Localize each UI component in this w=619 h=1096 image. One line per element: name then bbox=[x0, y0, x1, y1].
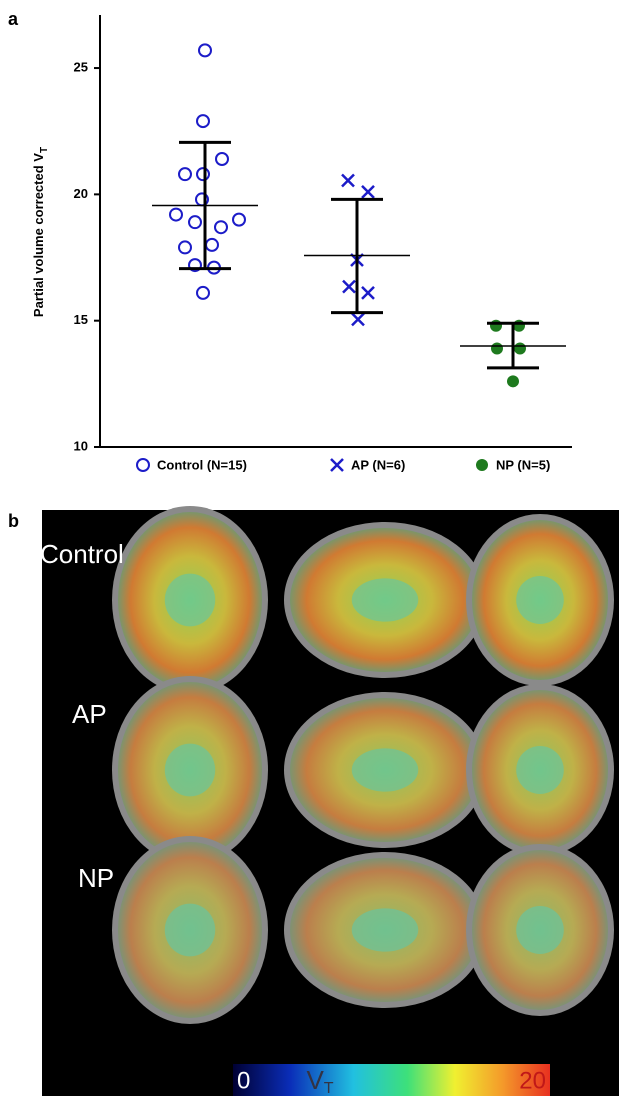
y-axis-label: Partial volume corrected VT bbox=[31, 147, 49, 317]
y-axis-label-text: Partial volume corrected V bbox=[31, 153, 46, 317]
colorbar-tick-label: 0 bbox=[237, 1067, 250, 1094]
row-label: AP bbox=[72, 699, 107, 729]
data-point bbox=[362, 186, 374, 198]
data-point bbox=[215, 221, 227, 233]
brain-core bbox=[516, 576, 564, 624]
y-tick-label: 15 bbox=[74, 312, 88, 327]
brain-core bbox=[165, 744, 215, 797]
data-point bbox=[491, 342, 503, 354]
data-point bbox=[197, 287, 209, 299]
brain-core bbox=[165, 904, 215, 957]
data-point bbox=[352, 313, 364, 325]
data-point bbox=[197, 115, 209, 127]
brain-core bbox=[516, 746, 564, 794]
brain-core bbox=[516, 906, 564, 954]
row-label: Control bbox=[40, 539, 124, 569]
data-point bbox=[490, 320, 502, 332]
legend-label: AP (N=6) bbox=[351, 457, 405, 472]
panel-label: b bbox=[8, 511, 19, 531]
panel-label: a bbox=[8, 9, 19, 29]
colorbar-label-sub: T bbox=[324, 1080, 334, 1096]
data-point bbox=[513, 320, 525, 332]
brain-core bbox=[352, 748, 419, 791]
data-point bbox=[197, 168, 209, 180]
data-point bbox=[170, 209, 182, 221]
brain-core bbox=[165, 574, 215, 627]
data-point bbox=[206, 239, 218, 251]
data-point bbox=[189, 216, 201, 228]
legend-marker bbox=[137, 459, 149, 471]
brain-images bbox=[112, 506, 614, 1024]
colorbar-label-text: V bbox=[306, 1065, 324, 1095]
figure: a Partial volume corrected VT b VT 10152… bbox=[0, 0, 619, 1096]
y-axis-label-sub: T bbox=[39, 147, 50, 153]
y-tick-label: 20 bbox=[74, 186, 88, 201]
data-point bbox=[507, 375, 519, 387]
brain-core bbox=[352, 908, 419, 951]
legend-label: NP (N=5) bbox=[496, 457, 550, 472]
colorbar bbox=[233, 1064, 550, 1096]
data-point bbox=[179, 168, 191, 180]
data-point bbox=[216, 153, 228, 165]
data-point bbox=[362, 287, 374, 299]
y-tick-label: 10 bbox=[74, 438, 88, 453]
data-point bbox=[343, 281, 355, 293]
legend-label: Control (N=15) bbox=[157, 457, 247, 472]
colorbar-tick-label: 20 bbox=[519, 1067, 546, 1094]
data-point bbox=[179, 241, 191, 253]
data-point bbox=[233, 214, 245, 226]
y-tick-label: 25 bbox=[74, 59, 88, 74]
data-point bbox=[342, 174, 354, 186]
row-label: NP bbox=[78, 863, 114, 893]
data-point bbox=[199, 44, 211, 56]
brain-core bbox=[352, 578, 419, 621]
legend-marker bbox=[331, 459, 343, 471]
legend-marker bbox=[476, 459, 488, 471]
data-point bbox=[514, 342, 526, 354]
